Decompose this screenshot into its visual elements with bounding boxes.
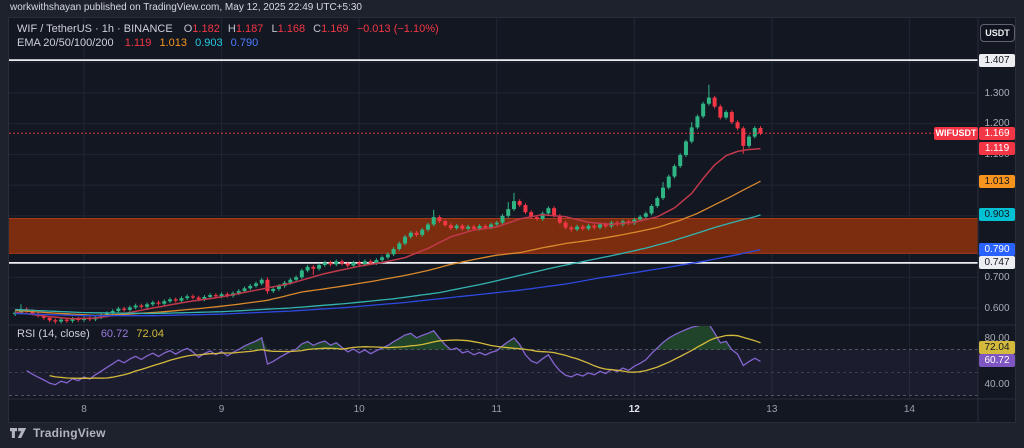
- ema-title: EMA 20/50/100/200: [17, 37, 114, 49]
- rsi-line: [26, 326, 761, 386]
- time-axis-label[interactable]: 8: [81, 404, 87, 415]
- time-axis-label[interactable]: 12: [628, 404, 640, 415]
- candles-layer: [13, 84, 763, 324]
- rsi-legend-row[interactable]: RSI (14, close) 60.72 72.04: [17, 328, 169, 342]
- rsi-axis-tick: 40.00: [984, 378, 1010, 390]
- ema100-value: 0.903: [195, 37, 223, 49]
- time-axis-label[interactable]: 10: [353, 404, 365, 415]
- chart-legend[interactable]: WIF / TetherUS · 1h · BINANCE O1.182 H1.…: [17, 23, 439, 51]
- chart-widget: WIF / TetherUS · 1h · BINANCE O1.182 H1.…: [8, 17, 1016, 423]
- price-axis-label: 0.747: [979, 256, 1015, 270]
- price-axis-tick: 0.600: [984, 302, 1010, 314]
- rsi-pane: [9, 326, 978, 396]
- rsi-title: RSI (14, close): [17, 328, 90, 340]
- ema100-line: [15, 214, 761, 315]
- price-axis-label: 1.119: [979, 142, 1015, 156]
- close-value: 1.169: [321, 23, 349, 35]
- time-axis-label[interactable]: 14: [903, 404, 915, 415]
- price-axis-label: 1.013: [979, 174, 1015, 188]
- rsi-ma-line: [49, 334, 761, 379]
- high-value: 1.187: [235, 23, 264, 35]
- symbol-legend-row[interactable]: WIF / TetherUS · 1h · BINANCE O1.182 H1.…: [17, 23, 439, 37]
- ema20-value: 1.119: [124, 37, 152, 49]
- price-axis-label: 0.790: [979, 243, 1015, 257]
- currency-toggle-button[interactable]: USDT: [980, 24, 1015, 42]
- ema-legend-row[interactable]: EMA 20/50/100/200 1.119 1.013 0.903 0.79…: [17, 37, 439, 51]
- price-level-lines: [9, 59, 978, 264]
- rsi-axis-label: 60.72: [979, 353, 1015, 367]
- time-axis-label[interactable]: 13: [766, 404, 778, 415]
- supply-zone-rectangle: [9, 217, 978, 254]
- price-axis-tick: 1.200: [984, 118, 1010, 130]
- symbol-price-tag: WIFUSDT: [934, 126, 978, 140]
- symbol-title: WIF / TetherUS · 1h · BINANCE: [17, 23, 173, 35]
- rsi-value: 60.72: [100, 328, 129, 340]
- attribution-text: workwithshayan published on TradingView.…: [10, 2, 362, 13]
- ema-lines-layer: [15, 147, 761, 320]
- tradingview-logo-icon: [10, 427, 27, 439]
- time-axis-label[interactable]: 9: [218, 404, 225, 415]
- price-axis-tick: 0.700: [984, 271, 1010, 283]
- price-axis-label: 1.407: [979, 53, 1015, 67]
- ema20-line: [15, 147, 761, 320]
- price-axis-tick: 1.300: [984, 87, 1010, 99]
- rsi-axis-label: 72.04: [979, 340, 1015, 354]
- open-label: O: [183, 23, 193, 35]
- low-label: L: [271, 23, 278, 35]
- rsi-axis-tick: 80.00: [984, 332, 1010, 344]
- chart-canvas[interactable]: [9, 18, 1015, 422]
- attribution-bar: workwithshayan published on TradingView.…: [0, 0, 1024, 16]
- ema200-line: [15, 248, 761, 317]
- open-value: 1.182: [192, 23, 220, 35]
- low-value: 1.168: [277, 23, 306, 35]
- rsi-ma-value: 72.04: [136, 328, 164, 340]
- tradingview-attribution[interactable]: TradingView: [10, 425, 106, 441]
- pane-borders: [9, 18, 1015, 422]
- change-value: −0.013 (−1.10%): [356, 23, 439, 35]
- ema200-value: 0.790: [230, 37, 259, 49]
- close-label: C: [313, 23, 322, 35]
- time-axis-label[interactable]: 11: [491, 404, 502, 415]
- ema50-value: 1.013: [159, 37, 188, 49]
- high-label: H: [227, 23, 236, 35]
- tradingview-brand-text: TradingView: [33, 426, 106, 440]
- price-axis-label: 0.903: [979, 208, 1015, 222]
- price-axis-label: 1.169: [979, 126, 1015, 140]
